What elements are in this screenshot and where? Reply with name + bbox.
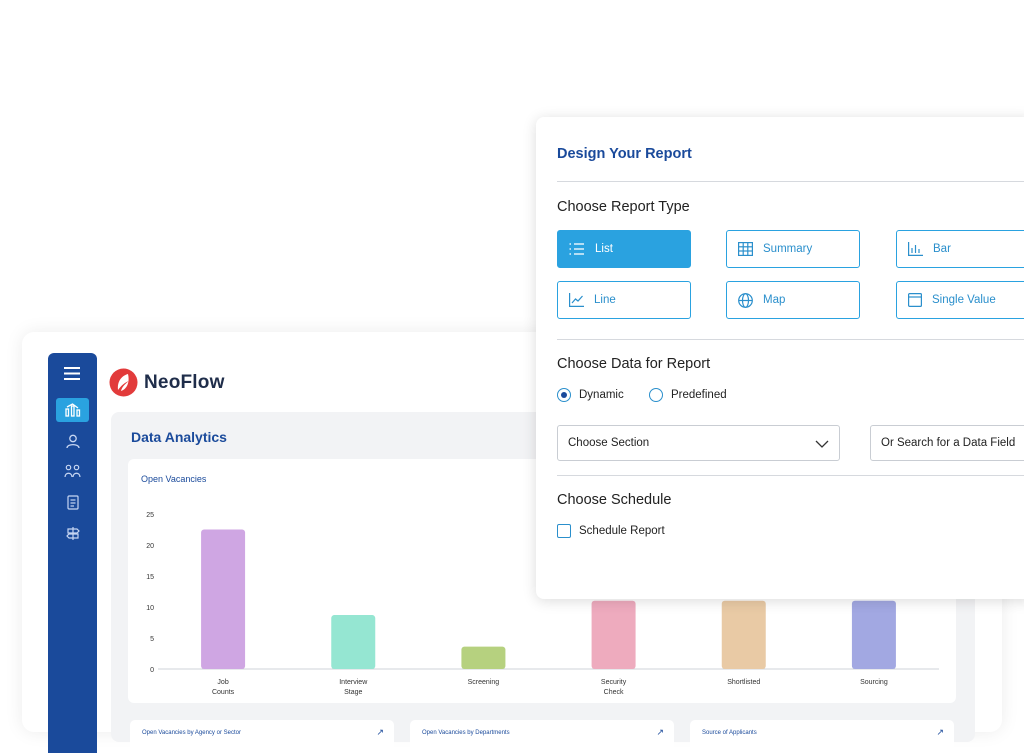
bar-job-counts[interactable] (201, 529, 246, 670)
report-type-single-value-button[interactable]: Single Value (896, 281, 1024, 319)
mini-card-departments[interactable]: Open Vacancies by Departments ↗ (410, 720, 674, 750)
bar-interview-stage[interactable] (331, 615, 376, 669)
sidebar-item-users[interactable] (56, 429, 89, 453)
mini-card-applicants[interactable]: Source of Applicants ↗ (690, 720, 954, 750)
page-title: Data Analytics (131, 429, 227, 445)
x-tick-label: Security Check (601, 679, 627, 696)
button-label: Bar (933, 243, 951, 255)
radio-dynamic[interactable]: Dynamic (557, 388, 624, 402)
x-tick-label: Shortlisted (727, 679, 760, 686)
report-type-list-button[interactable]: List (557, 230, 691, 268)
button-label: Single Value (932, 294, 996, 306)
brand: NeoFlow (109, 368, 225, 397)
mini-card-title: Source of Applicants (702, 730, 757, 736)
radio-predefined[interactable]: Predefined (649, 388, 727, 402)
radio-circle[interactable] (649, 388, 663, 402)
sidebar (48, 353, 97, 753)
choose-section-select[interactable]: Choose Section (557, 425, 840, 461)
expand-icon[interactable]: ↗ (656, 727, 664, 737)
y-tick-label: 10 (146, 605, 154, 612)
chart-title: Open Vacancies (141, 474, 207, 484)
checkbox-label: Schedule Report (579, 525, 665, 537)
signpost-icon (65, 526, 80, 540)
y-tick-label: 15 (146, 574, 154, 581)
radio-selected-dot (561, 392, 567, 398)
x-tick-label: Job Counts (212, 679, 235, 696)
table-icon (738, 242, 753, 256)
schedule-report-checkbox[interactable]: Schedule Report (557, 524, 665, 538)
globe-icon (738, 292, 753, 308)
y-tick-label: 0 (150, 667, 154, 674)
interview-icon (64, 464, 81, 477)
line-chart-icon (569, 293, 584, 307)
x-tick-label: Screening (468, 679, 500, 686)
divider (557, 181, 1024, 182)
mini-card-agency[interactable]: Open Vacancies by Agency or Sector ↗ (130, 720, 394, 750)
mini-card-title: Open Vacancies by Departments (422, 730, 510, 736)
single-value-icon (908, 293, 922, 307)
user-icon (65, 434, 80, 448)
design-report-panel: Design Your Report Choose Report Type Li… (536, 117, 1024, 599)
x-tick-label: Interview Stage (339, 679, 368, 696)
report-type-map-button[interactable]: Map (726, 281, 860, 319)
menu-icon[interactable] (64, 367, 80, 380)
brand-name: NeoFlow (144, 371, 225, 393)
x-tick-label: Sourcing (860, 679, 888, 686)
report-type-line-button[interactable]: Line (557, 281, 691, 319)
y-tick-label: 25 (146, 512, 154, 519)
mini-card-title: Open Vacancies by Agency or Sector (142, 730, 241, 736)
schedule-heading: Choose Schedule (557, 492, 672, 508)
bar-screening[interactable] (461, 646, 506, 669)
open-vacancies-chart: 0 5 10 15 20 25 Job Counts Interview Stage Screeni… (146, 512, 939, 696)
search-placeholder: Or Search for a Data Field (881, 437, 1016, 449)
list-icon (569, 243, 584, 255)
sidebar-item-interviews[interactable] (56, 459, 89, 483)
select-value: Choose Section (568, 437, 650, 449)
expand-icon[interactable]: ↗ (936, 727, 944, 737)
expand-icon[interactable]: ↗ (376, 727, 384, 737)
report-type-summary-button[interactable]: Summary (726, 230, 860, 268)
checkbox[interactable] (557, 524, 571, 538)
radio-label: Dynamic (579, 389, 624, 401)
sidebar-item-analytics[interactable] (56, 398, 89, 422)
panel-title: Design Your Report (557, 146, 692, 162)
button-label: Summary (763, 243, 813, 255)
bar-sourcing[interactable] (851, 600, 896, 669)
radio-label: Predefined (671, 389, 727, 401)
radio-circle[interactable] (557, 388, 571, 402)
report-type-heading: Choose Report Type (557, 199, 690, 215)
button-label: List (595, 243, 613, 255)
button-label: Line (594, 294, 616, 306)
bar-shortlisted[interactable] (721, 600, 766, 669)
y-tick-label: 20 (146, 543, 154, 550)
sidebar-item-signpost[interactable] (56, 521, 89, 545)
button-label: Map (763, 294, 786, 306)
chevron-down-icon (815, 440, 829, 448)
y-tick-label: 5 (150, 636, 154, 643)
divider (557, 475, 1024, 476)
bar-chart-icon (908, 242, 923, 256)
bar-security-check[interactable] (591, 600, 636, 669)
divider (557, 339, 1024, 340)
document-icon (66, 494, 79, 510)
neoflow-logo-icon (109, 368, 138, 397)
analytics-icon (64, 403, 80, 417)
search-data-field-input[interactable]: Or Search for a Data Field (870, 425, 1024, 461)
report-type-bar-button[interactable]: Bar (896, 230, 1024, 268)
report-data-heading: Choose Data for Report (557, 356, 711, 372)
sidebar-item-documents[interactable] (56, 490, 89, 514)
